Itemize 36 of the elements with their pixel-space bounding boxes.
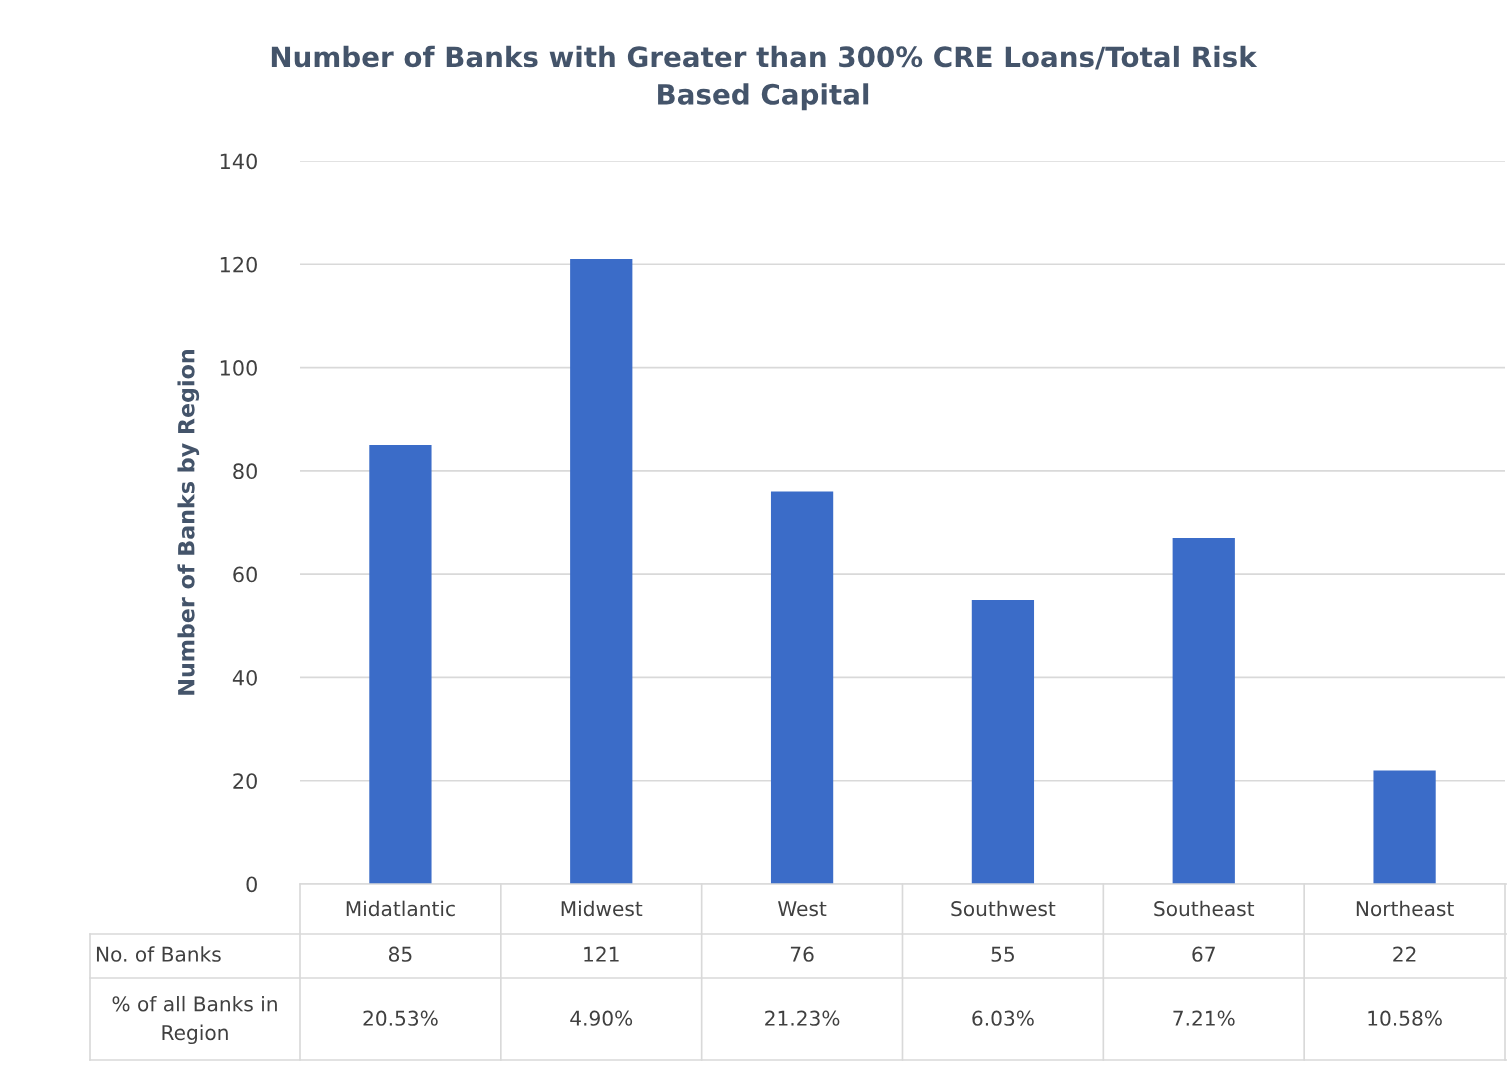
data-label: 121 xyxy=(584,946,619,962)
y-axis-title: Number of Banks by Region xyxy=(177,350,200,695)
bar xyxy=(1373,770,1436,884)
data-label: 85 xyxy=(388,946,412,962)
text: 6.03% xyxy=(972,1010,1034,1026)
y-tick-label: 100 xyxy=(220,360,257,376)
y-tick-label: 120 xyxy=(220,256,257,273)
text: 10.58% xyxy=(1368,1010,1442,1026)
y-tick-label: 80 xyxy=(233,463,257,480)
y-tick-label: 0 xyxy=(246,876,257,893)
x-tick-label: West xyxy=(778,901,827,917)
x-tick-label: Southwest xyxy=(951,900,1056,917)
bar xyxy=(770,491,834,884)
text: No. of Banks xyxy=(96,946,221,962)
text: 4.90% xyxy=(570,1010,633,1026)
data-label: 55 xyxy=(991,946,1014,962)
text: 7.21% xyxy=(1173,1010,1235,1026)
data-label: 76 xyxy=(790,946,814,962)
chart-title: Number of Banks with Greater than 300% CRE Loans/Total Risk Based Capital xyxy=(271,45,1258,111)
y-tick-label: 20 xyxy=(233,773,257,789)
text: 20.53% xyxy=(363,1010,438,1026)
bar xyxy=(1172,537,1235,884)
text: 21.23% xyxy=(765,1010,840,1026)
data-label: 67 xyxy=(1192,946,1215,962)
y-tick-label: 40 xyxy=(232,669,257,686)
bar xyxy=(369,445,432,884)
y-tick-label: 140 xyxy=(220,153,257,170)
x-tick-label: Midwest xyxy=(561,900,643,917)
text: % of all Banks in Region xyxy=(112,995,277,1045)
data-label: 22 xyxy=(1393,946,1416,962)
y-tick-label: 60 xyxy=(233,566,257,583)
bar xyxy=(570,259,633,884)
bar xyxy=(971,599,1035,884)
x-tick-label: Southeast xyxy=(1154,900,1255,917)
x-tick-label: Midatlantic xyxy=(346,900,455,917)
x-tick-label: Northeast xyxy=(1356,900,1454,917)
